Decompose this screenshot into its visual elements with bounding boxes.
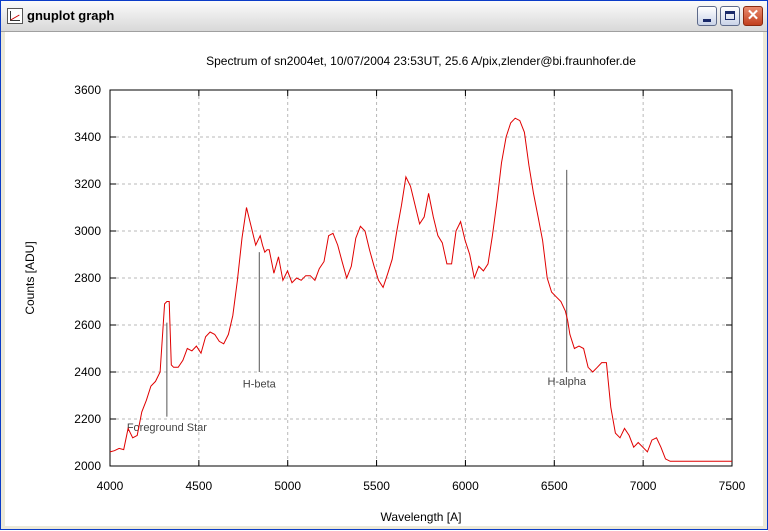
spectrum-series-line (109, 117, 732, 462)
plot-canvas: Spectrum of sn2004et, 10/07/2004 23:53UT… (5, 32, 763, 526)
minimize-icon (703, 19, 711, 22)
annotation-label: H-alpha (547, 376, 586, 388)
x-tick-label: 6500 (541, 479, 568, 493)
spectrum-chart: Spectrum of sn2004et, 10/07/2004 23:53UT… (23, 54, 746, 524)
maximize-button[interactable] (720, 6, 740, 26)
y-tick-label: 3200 (74, 177, 101, 191)
x-tick-label: 5500 (363, 479, 390, 493)
x-tick-label: 7000 (630, 479, 657, 493)
y-tick-label: 3000 (74, 224, 101, 238)
axis-ticks: 4000 4500 5000 5500 6000 6500 7000 7500 2000 2200… (74, 83, 745, 493)
maximize-icon (725, 11, 735, 20)
y-tick-label: 3600 (74, 83, 101, 97)
x-tick-label: 5000 (274, 479, 301, 493)
y-tick-label: 2800 (74, 271, 101, 285)
chart-title: Spectrum of sn2004et, 10/07/2004 23:53UT… (206, 54, 636, 68)
x-axis-label: Wavelength [A] (381, 510, 462, 524)
y-tick-label: 2600 (74, 318, 101, 332)
close-button[interactable]: ✕ (743, 6, 763, 26)
grid-lines (110, 90, 732, 466)
annotation-label: Foreground Star (127, 422, 207, 434)
y-tick-label: 2000 (74, 459, 101, 473)
window-title: gnuplot graph (27, 8, 115, 23)
x-tick-label: 4500 (186, 479, 213, 493)
y-tick-label: 2400 (74, 365, 101, 379)
minimize-button[interactable] (697, 6, 717, 26)
x-tick-label: 6000 (452, 479, 479, 493)
x-tick-label: 4000 (97, 479, 124, 493)
x-tick-label: 7500 (719, 479, 746, 493)
y-tick-label: 3400 (74, 130, 101, 144)
title-bar[interactable]: gnuplot graph ✕ (1, 1, 767, 32)
close-icon: ✕ (746, 7, 760, 24)
y-tick-label: 2200 (74, 412, 101, 426)
gnuplot-app-icon[interactable] (7, 8, 23, 24)
annotation-label: H-beta (243, 378, 277, 390)
annotations: Foreground Star H-beta H-alpha (127, 169, 587, 434)
y-axis-label: Counts [ADU] (23, 241, 37, 314)
